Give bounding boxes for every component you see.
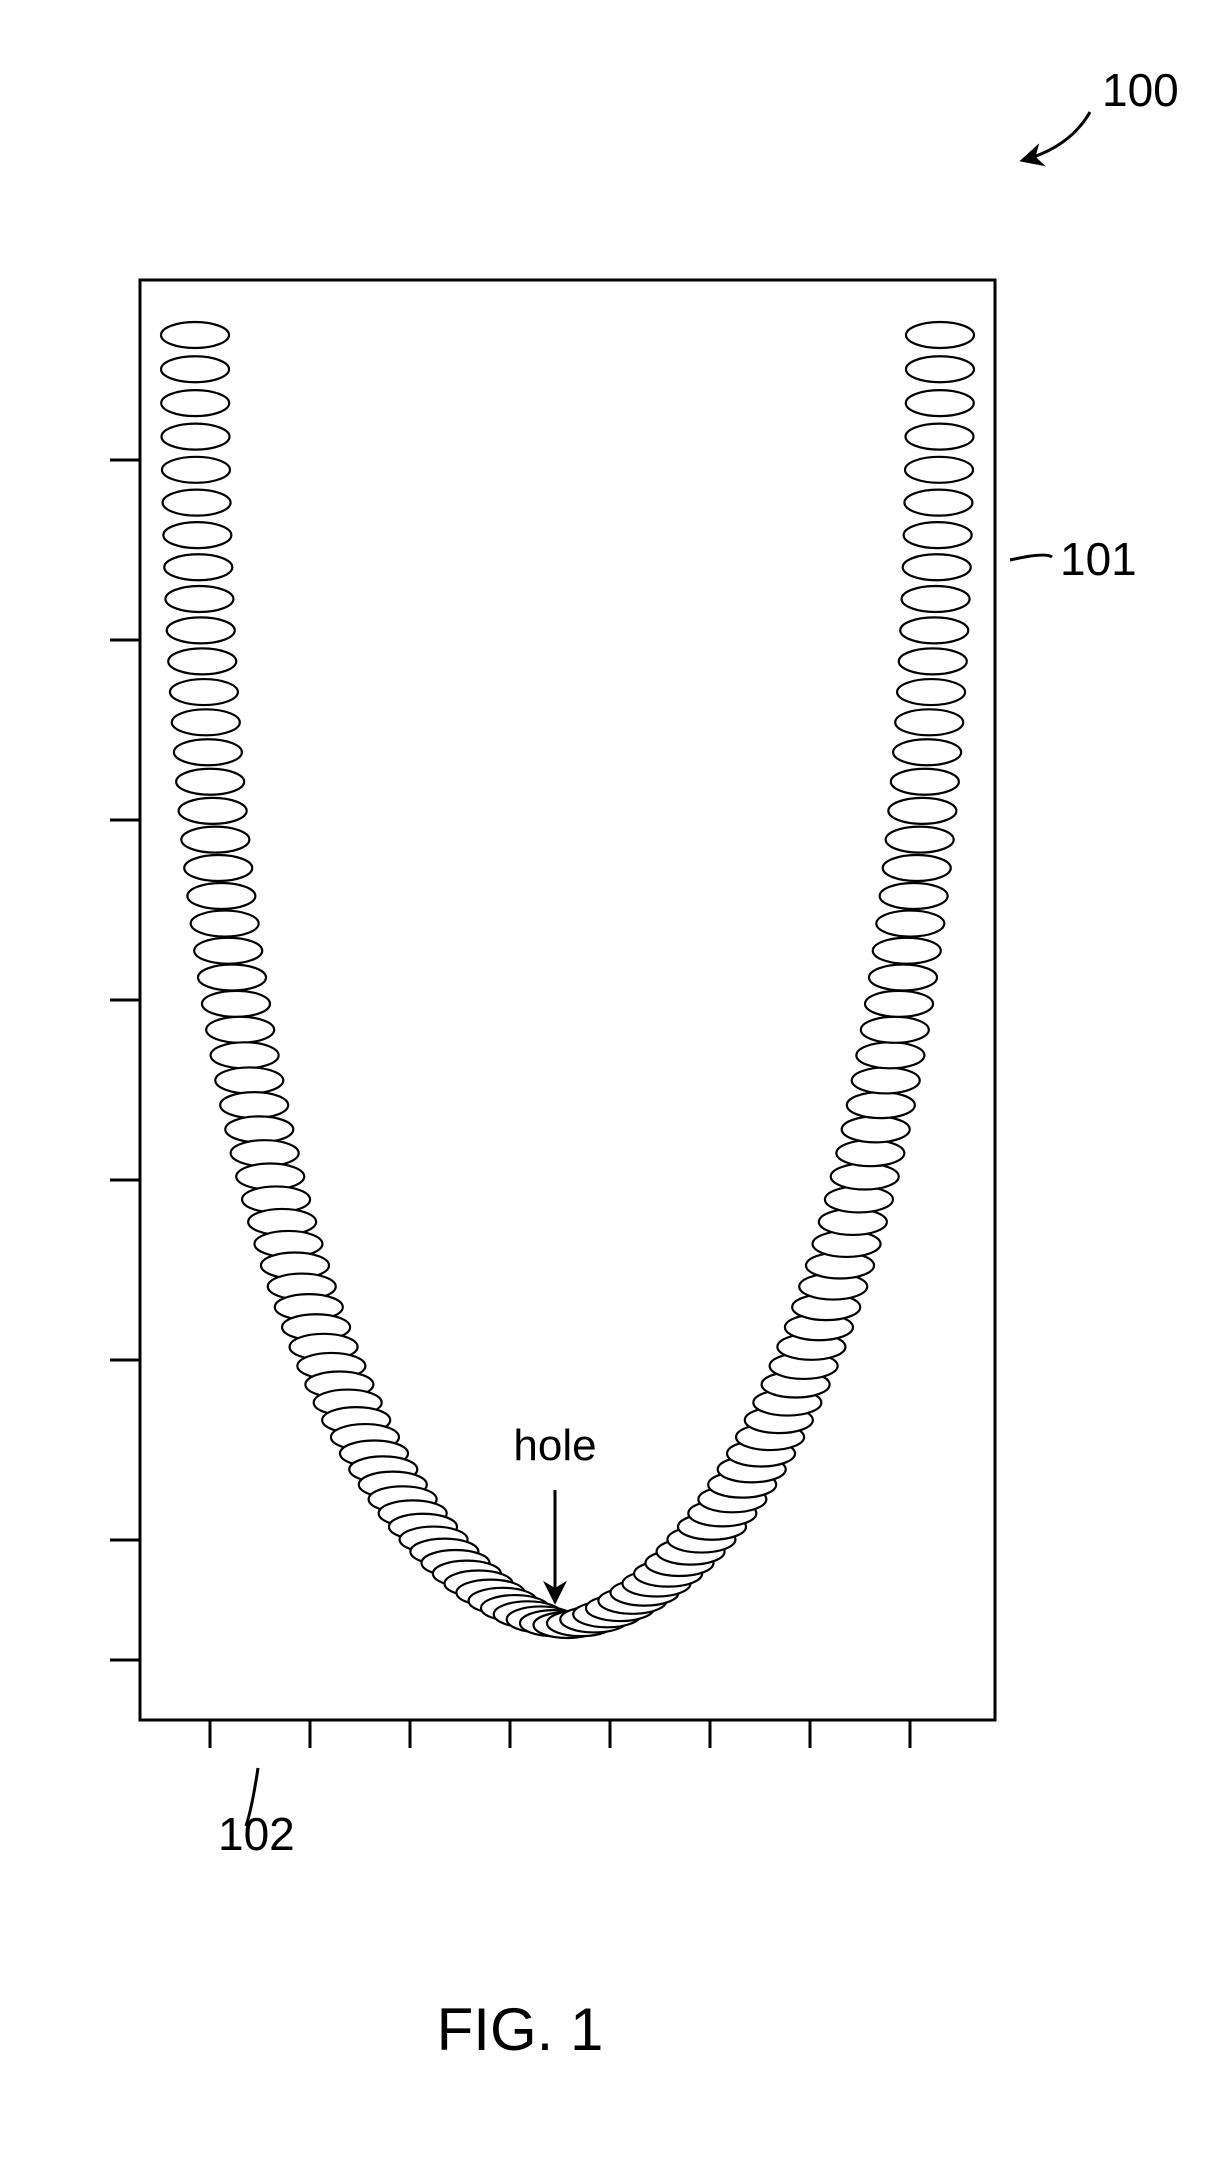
label-102: 102 xyxy=(218,1808,295,1860)
leader-100 xyxy=(1024,112,1090,160)
figure-caption: FIG. 1 xyxy=(437,1996,604,2063)
hole-label: hole xyxy=(513,1421,596,1470)
label-101: 101 xyxy=(1060,533,1137,585)
label-100: 100 xyxy=(1102,64,1179,116)
leader-101 xyxy=(1010,555,1052,560)
